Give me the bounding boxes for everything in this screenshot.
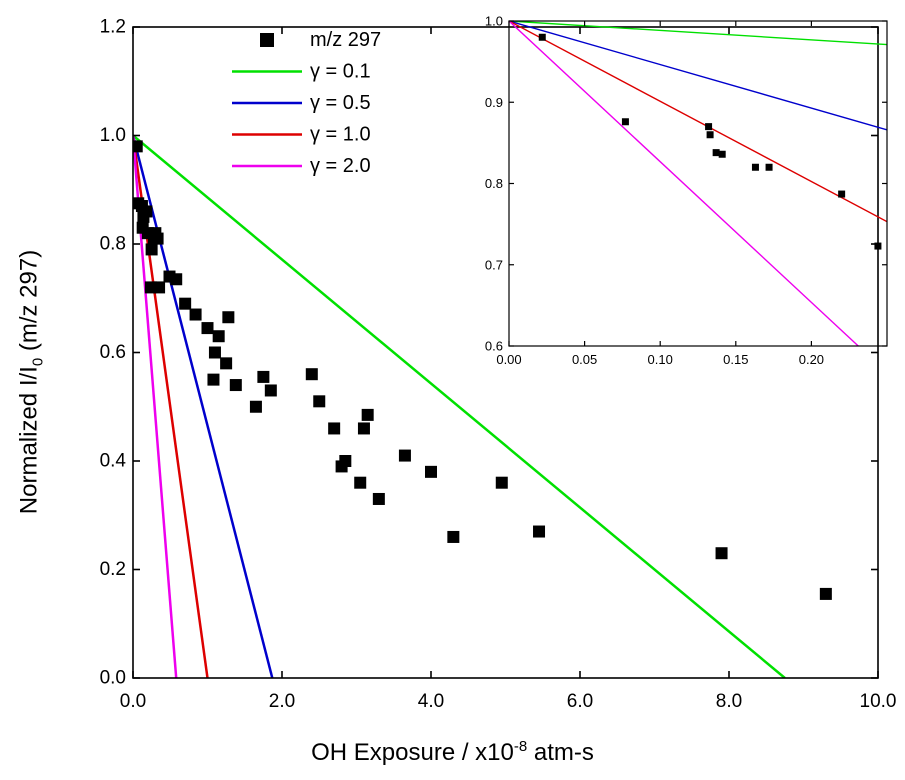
main-x-tick-label: 6.0 <box>567 691 593 712</box>
main-x-tick-label: 2.0 <box>269 691 295 712</box>
inset-data-point-5 <box>718 150 726 158</box>
inset-x-tick-label: 0.10 <box>648 352 673 367</box>
y-axis-title-subscript: 0 <box>29 357 47 367</box>
inset-x-tick-label: 0.20 <box>799 352 824 367</box>
main-data-point-20 <box>207 373 220 386</box>
main-data-point-29 <box>328 422 341 435</box>
main-data-point-33 <box>357 422 370 435</box>
inset-panel: 0.00 0.05 0.10 0.15 0.20 0.6 0.7 0.8 0.9 1.0 <box>485 14 888 367</box>
legend-label: γ = 2.0 <box>310 155 371 177</box>
inset-y-tick-label: 0.7 <box>485 257 503 272</box>
inset-x-tick-label: 0.05 <box>572 352 597 367</box>
inset-x-tick-label: 0.15 <box>723 352 748 367</box>
legend-label: γ = 1.0 <box>310 124 371 146</box>
main-data-point-22 <box>222 311 235 324</box>
inset-data-point-1 <box>621 118 629 126</box>
main-data-point-12 <box>153 281 166 294</box>
inset-series-line--0-1 <box>509 21 887 46</box>
main-y-tick-label: 0.6 <box>100 342 126 363</box>
main-data-point-38 <box>447 530 460 543</box>
main-data-point-5 <box>140 205 153 218</box>
inset-y-tick-label: 0.6 <box>485 339 503 354</box>
main-data-point-37 <box>425 465 437 478</box>
main-data-point-11 <box>151 232 164 245</box>
main-data-point-26 <box>264 384 277 397</box>
main-data-point-42 <box>819 587 832 600</box>
inset-plot-area <box>509 21 887 346</box>
x-axis-title: OH Exposure / x10-8 atm-s <box>0 738 905 767</box>
x-axis-title-suffix: atm-s <box>527 739 594 766</box>
main-y-tick-label: 0.2 <box>100 559 126 580</box>
main-data-point-23 <box>229 379 242 392</box>
main-data-point-31 <box>339 455 352 467</box>
inset-x-tick-label: 0.00 <box>496 352 521 367</box>
main-x-tick-label: 10.0 <box>860 691 897 712</box>
y-axis-title: Normalized I/I0 (m/z 297) <box>16 250 47 514</box>
main-data-point-14 <box>170 273 183 286</box>
main-data-point-25 <box>257 370 270 383</box>
inset-data-point-8 <box>838 190 846 198</box>
inset-data-point-7 <box>765 163 773 171</box>
main-y-tick-label: 0.8 <box>100 234 126 255</box>
main-data-point-18 <box>208 346 221 359</box>
main-y-tick-label: 0.4 <box>100 451 127 472</box>
main-y-tick-label: 1.0 <box>100 125 126 146</box>
y-axis-title-prefix: Normalized I/I <box>15 366 43 515</box>
main-x-tick-label: 8.0 <box>716 691 742 712</box>
x-axis-title-exponent: -8 <box>513 738 528 755</box>
legend-label: m/z 297 <box>310 29 381 51</box>
main-data-point-35 <box>372 492 385 505</box>
main-data-point-40 <box>533 525 546 538</box>
inset-y-tick-label: 0.9 <box>485 95 503 110</box>
main-series-line--0-5 <box>133 135 274 678</box>
legend-label: γ = 0.1 <box>310 61 371 83</box>
main-data-point-19 <box>212 330 225 343</box>
legend-label: γ = 0.5 <box>310 92 371 114</box>
main-plot-area <box>133 134 832 678</box>
inset-series-line--1-0 <box>509 21 887 223</box>
main-data-point-41 <box>715 547 728 560</box>
inset-data-point-6 <box>751 163 759 171</box>
main-y-tick-label: 0.0 <box>100 668 126 689</box>
main-panel: 0.0 2.0 4.0 6.0 8.0 10.0 0.0 0.2 0.4 0.6 0.8 1.0 1.2… <box>100 17 897 713</box>
inset-y-tick-label: 0.8 <box>485 176 503 191</box>
main-series-line--0-1 <box>133 134 786 678</box>
inset-y-tick-label: 1.0 <box>485 14 503 29</box>
inset-frame <box>508 20 888 347</box>
main-x-tick-label: 4.0 <box>418 691 444 712</box>
inset-data-point-9 <box>874 242 882 250</box>
x-axis-title-prefix: OH Exposure / x10 <box>311 739 514 766</box>
main-data-point-16 <box>189 308 202 321</box>
main-data-point-21 <box>220 357 233 370</box>
main-data-point-32 <box>354 476 367 489</box>
main-data-point-34 <box>361 408 374 421</box>
main-data-point-0 <box>133 140 143 153</box>
main-data-point-27 <box>305 368 318 381</box>
main-data-point-17 <box>201 322 214 335</box>
y-axis-title-suffix: (m/z 297) <box>15 249 43 358</box>
legend-marker <box>260 33 274 47</box>
main-data-point-36 <box>398 449 411 462</box>
main-x-tick-label: 0.0 <box>120 691 146 712</box>
inset-data-point-2 <box>705 123 713 131</box>
main-data-point-7 <box>145 243 158 256</box>
inset-series-line--2-0 <box>509 21 859 346</box>
main-data-point-15 <box>179 297 192 310</box>
inset-data-point-3 <box>706 131 714 139</box>
inset-data-point-4 <box>712 149 720 157</box>
inset-data-point-0 <box>538 33 546 41</box>
main-y-tick-label: 1.2 <box>100 17 126 38</box>
main-data-point-24 <box>249 400 262 413</box>
main-data-point-28 <box>313 395 326 408</box>
main-data-point-39 <box>495 476 508 489</box>
inset-series-line--0-5 <box>509 21 887 131</box>
